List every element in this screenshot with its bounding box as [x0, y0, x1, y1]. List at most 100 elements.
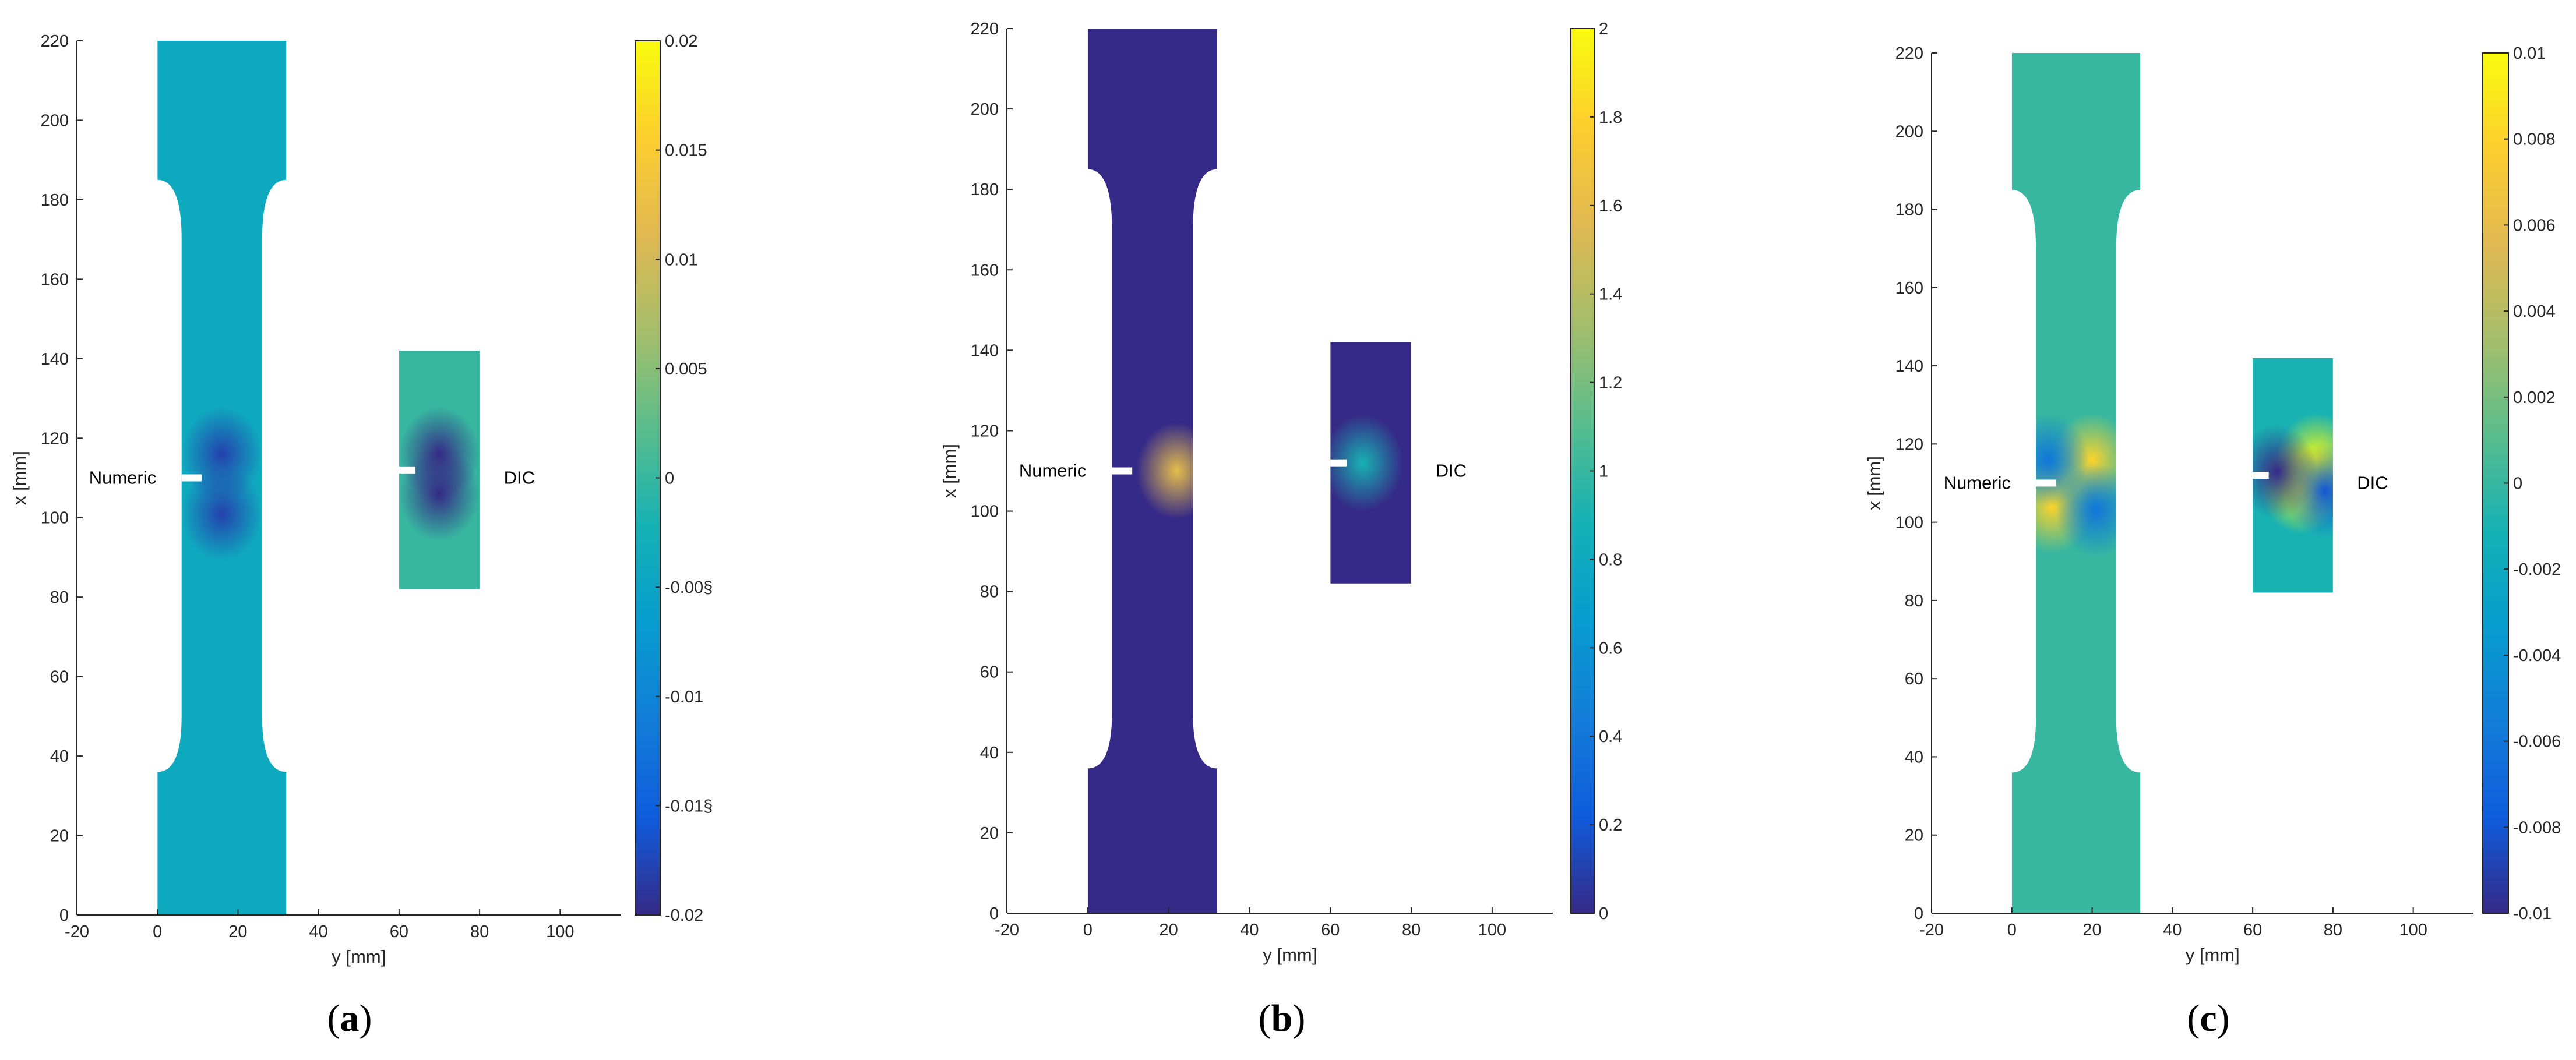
field-lobe	[2285, 444, 2333, 538]
numeric-notch	[2036, 479, 2056, 487]
x-tick-label: 20	[1159, 921, 1178, 939]
y-tick-label: 100	[1895, 514, 1923, 532]
x-tick-label: -20	[995, 921, 1019, 939]
x-tick-label: 60	[390, 923, 408, 941]
field-lobe	[1330, 414, 1404, 511]
x-tick-label: 60	[2243, 921, 2262, 939]
x-tick-label: 0	[1083, 921, 1093, 939]
y-tick-label: 20	[50, 827, 69, 846]
y-tick-label: 200	[1895, 122, 1923, 141]
x-tick-label: 100	[2399, 921, 2427, 939]
colorbar-tick-label: -0.006	[2513, 733, 2561, 751]
y-axis-label: x [mm]	[939, 444, 960, 498]
colorbar-tick-label: 0.02	[665, 32, 697, 51]
colorbar-tick-label: 0.002	[2513, 388, 2556, 407]
colorbar-tick-label: 0	[2513, 475, 2522, 493]
y-tick-label: 160	[41, 270, 69, 289]
y-tick-label: 80	[980, 583, 999, 602]
panel-caption: (c)	[2187, 997, 2229, 1040]
y-tick-label: 120	[1895, 435, 1923, 454]
colorbar-tick-label: 1.4	[1599, 285, 1622, 304]
panel-caption: (b)	[1259, 997, 1306, 1040]
y-tick-label: 60	[50, 668, 69, 687]
colorbar-tick-label: 0.01	[2513, 44, 2546, 63]
colorbar: 0 0.2 0.4 0.6 0.8 1 1.2 1.4 1.6 1.8 2	[1570, 20, 1622, 923]
specimen-field	[1087, 29, 1217, 913]
panel-b: Numeric DIC-20 0 20 40 60 80 100020406080100120…	[939, 20, 1622, 1040]
label-dic: DIC	[504, 468, 535, 488]
colorbar-tick-label: 0.6	[1599, 639, 1622, 658]
y-axis-label: x [mm]	[1864, 456, 1884, 510]
x-tick-label: 0	[153, 923, 162, 941]
label-numeric: Numeric	[89, 468, 156, 488]
x-tick-label: 80	[1402, 921, 1421, 939]
colorbar-tick-label: 0.015	[665, 142, 707, 160]
y-tick-label: 40	[50, 747, 69, 766]
y-tick-label: 0	[989, 904, 999, 923]
x-tick-label: 100	[546, 923, 574, 941]
panel-c: Numeric DIC-20 0 20 40 60 80 100020406080100120…	[1864, 44, 2561, 1040]
colorbar-tick-label: -0.01	[665, 688, 703, 706]
specimen-field	[157, 41, 287, 915]
colorbar-tick-label: -0.01§	[665, 797, 713, 815]
colorbar-tick-label: 1.6	[1599, 197, 1622, 215]
field-lobe	[181, 466, 262, 561]
dic-notch	[2253, 472, 2269, 479]
colorbar-tick-label: 0	[1599, 904, 1608, 923]
y-tick-label: 100	[971, 503, 999, 521]
x-tick-label: 20	[228, 923, 247, 941]
x-axis-label: y [mm]	[2186, 945, 2240, 965]
dic-notch	[399, 466, 415, 474]
colorbar-tick-label: -0.00§	[665, 578, 713, 597]
colorbar-tick-label: 0.006	[2513, 216, 2556, 235]
colorbar-tick-label: 0.8	[1599, 550, 1622, 569]
colorbar-tick-label: -0.02	[665, 906, 703, 925]
colorbar: -0.02 -0.01§ -0.01 -0.00§ 0 0.005 0.01 0.015 0.0…	[635, 32, 713, 925]
colorbar-tick-label: 2	[1599, 20, 1608, 38]
y-tick-label: 160	[971, 261, 999, 280]
x-tick-label: 20	[2082, 921, 2101, 939]
x-tick-label: -20	[65, 923, 89, 941]
x-tick-label: 40	[2163, 921, 2182, 939]
y-tick-label: 100	[41, 509, 69, 528]
label-dic: DIC	[1436, 461, 1467, 481]
field-lobe	[1136, 422, 1217, 520]
y-axis-label: x [mm]	[9, 451, 30, 505]
x-axis-label: y [mm]	[332, 946, 386, 967]
y-tick-label: 60	[980, 663, 999, 682]
x-tick-label: 80	[2324, 921, 2342, 939]
y-tick-label: 140	[971, 341, 999, 360]
colorbar-tick-label: 0.2	[1599, 816, 1622, 835]
numeric-notch	[181, 474, 202, 482]
y-tick-label: 120	[971, 422, 999, 440]
numeric-notch	[1112, 467, 1133, 475]
dic-field	[399, 351, 480, 589]
y-tick-label: 40	[980, 744, 999, 762]
label-numeric: Numeric	[1019, 461, 1086, 481]
label-numeric: Numeric	[1944, 473, 2011, 493]
y-tick-label: 220	[1895, 44, 1923, 63]
x-tick-label: 40	[309, 923, 328, 941]
y-tick-label: 220	[41, 32, 69, 51]
y-tick-label: 180	[41, 191, 69, 210]
panel-caption: (a)	[327, 997, 372, 1040]
label-dic: DIC	[2357, 473, 2388, 493]
dic-notch	[1330, 459, 1347, 467]
colorbar-tick-label: 0.004	[2513, 302, 2556, 321]
x-axis-label: y [mm]	[1263, 945, 1317, 965]
y-tick-label: 140	[1895, 357, 1923, 376]
colorbar-tick-label: 0.4	[1599, 727, 1622, 746]
colorbar: -0.01 -0.008 -0.006 -0.004 -0.002 0 0.002 0.004…	[2482, 44, 2561, 923]
y-tick-label: 120	[41, 429, 69, 448]
y-tick-label: 80	[1905, 592, 1923, 610]
y-tick-label: 60	[1905, 670, 1923, 688]
panel-a: Numeric DIC-20 0 20 40 60 80 100020406080100120…	[9, 32, 713, 1040]
field-lobe	[399, 446, 480, 542]
colorbar-tick-label: 1.8	[1599, 108, 1622, 127]
colorbar-tick-label: 0	[665, 469, 674, 488]
x-tick-label: 100	[1478, 921, 1506, 939]
x-tick-label: 40	[1240, 921, 1259, 939]
colorbar-tick-label: 1	[1599, 462, 1608, 481]
specimen-field	[2011, 53, 2141, 913]
